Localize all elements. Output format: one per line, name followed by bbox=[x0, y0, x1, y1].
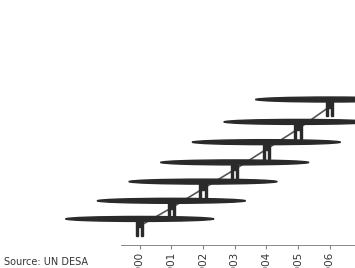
FancyBboxPatch shape bbox=[326, 107, 328, 116]
FancyBboxPatch shape bbox=[331, 107, 333, 116]
FancyBboxPatch shape bbox=[231, 165, 238, 170]
Circle shape bbox=[66, 217, 214, 221]
FancyBboxPatch shape bbox=[34, 73, 41, 108]
FancyBboxPatch shape bbox=[200, 184, 207, 190]
FancyBboxPatch shape bbox=[78, 73, 84, 108]
FancyBboxPatch shape bbox=[19, 81, 24, 107]
FancyBboxPatch shape bbox=[231, 170, 233, 179]
Circle shape bbox=[89, 56, 95, 69]
FancyBboxPatch shape bbox=[268, 150, 270, 159]
Circle shape bbox=[97, 198, 245, 203]
FancyBboxPatch shape bbox=[168, 209, 170, 218]
FancyBboxPatch shape bbox=[326, 102, 333, 107]
Circle shape bbox=[67, 29, 77, 50]
Circle shape bbox=[256, 97, 355, 102]
FancyBboxPatch shape bbox=[61, 73, 67, 108]
FancyBboxPatch shape bbox=[34, 50, 58, 73]
FancyBboxPatch shape bbox=[136, 221, 143, 227]
FancyBboxPatch shape bbox=[95, 83, 99, 105]
Circle shape bbox=[160, 160, 309, 165]
FancyBboxPatch shape bbox=[84, 69, 99, 83]
Circle shape bbox=[192, 140, 340, 145]
FancyBboxPatch shape bbox=[200, 190, 201, 198]
Text: 1100 million: 1100 million bbox=[30, 121, 111, 135]
Text: 1000 million: 1000 million bbox=[30, 228, 111, 241]
FancyBboxPatch shape bbox=[263, 145, 270, 150]
FancyBboxPatch shape bbox=[19, 65, 37, 81]
FancyBboxPatch shape bbox=[236, 170, 238, 179]
FancyBboxPatch shape bbox=[263, 150, 265, 159]
FancyBboxPatch shape bbox=[51, 73, 58, 108]
FancyBboxPatch shape bbox=[300, 130, 301, 139]
FancyBboxPatch shape bbox=[136, 227, 138, 236]
FancyBboxPatch shape bbox=[168, 203, 175, 209]
FancyBboxPatch shape bbox=[173, 209, 175, 218]
FancyBboxPatch shape bbox=[61, 50, 84, 73]
Text: Source: UN DESA: Source: UN DESA bbox=[4, 257, 88, 267]
Circle shape bbox=[24, 50, 31, 65]
FancyBboxPatch shape bbox=[84, 83, 88, 105]
FancyBboxPatch shape bbox=[294, 124, 301, 130]
FancyBboxPatch shape bbox=[204, 190, 207, 198]
FancyBboxPatch shape bbox=[294, 130, 296, 139]
Text: 1200 million: 1200 million bbox=[30, 15, 111, 28]
Circle shape bbox=[41, 29, 51, 50]
Circle shape bbox=[224, 120, 355, 124]
Circle shape bbox=[129, 179, 277, 184]
FancyBboxPatch shape bbox=[32, 81, 37, 107]
FancyBboxPatch shape bbox=[141, 227, 143, 236]
